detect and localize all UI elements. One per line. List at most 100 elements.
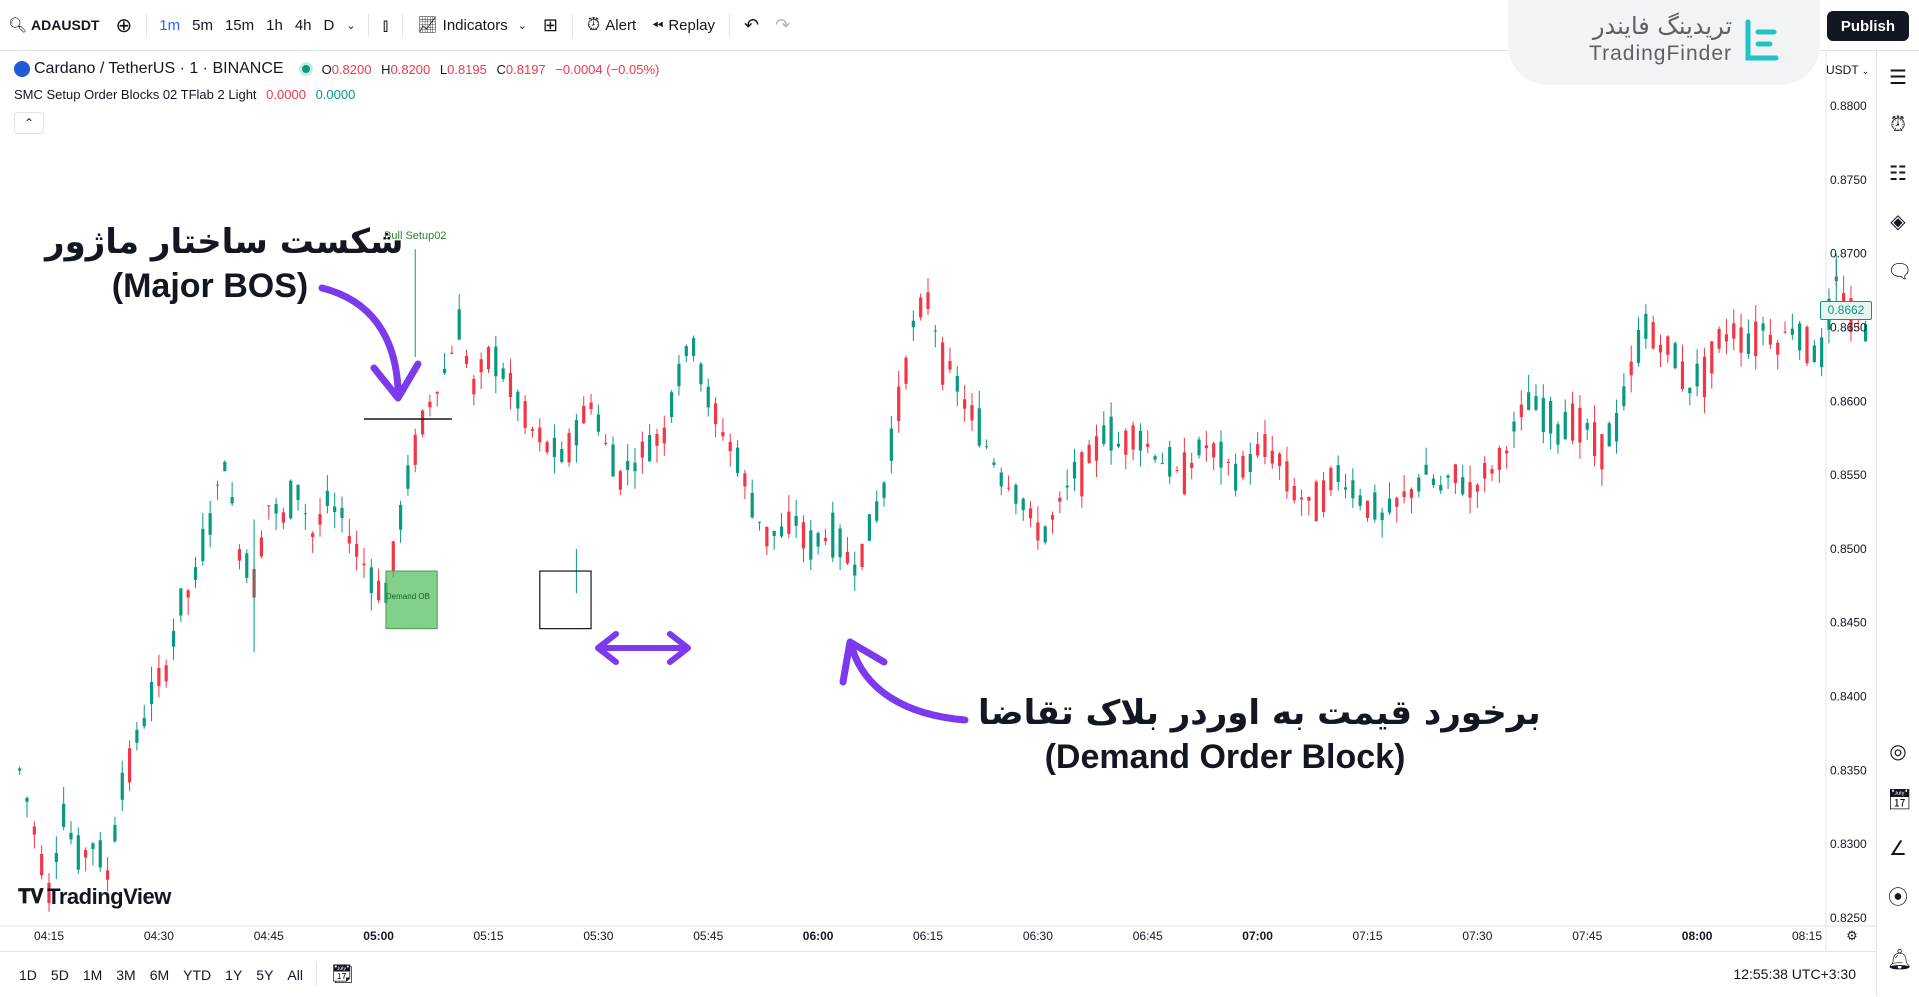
indicator-value-2: 0.0000 [315, 87, 356, 102]
chevron-down-icon[interactable]: ⌄ [346, 19, 356, 32]
candle [1636, 316, 1641, 367]
candle [611, 436, 615, 477]
indicator-name: SMC Setup Order Blocks 02 TFlab 2 Light [14, 87, 257, 102]
legend-title[interactable]: Cardano / TetherUS · 1 · BINANCE [34, 60, 284, 77]
candle [779, 512, 784, 538]
candle [106, 856, 110, 892]
grid-icon: ⊞ [542, 14, 559, 35]
candle [794, 499, 798, 539]
range-5Y[interactable]: 5Y [256, 966, 274, 983]
currency-selector[interactable]: USDT ⌄ [1826, 63, 1869, 77]
indicator-legend[interactable]: SMC Setup Order Blocks 02 TFlab 2 Light … [14, 87, 355, 102]
interval-1m[interactable]: 1m [159, 16, 181, 34]
time-tick-label: 07:45 [1572, 929, 1602, 943]
candle [765, 526, 769, 556]
candle [845, 537, 850, 566]
candle [1365, 500, 1370, 522]
interval-15m[interactable]: 15m [224, 16, 255, 34]
candle [1358, 488, 1362, 511]
candle [1549, 396, 1553, 450]
utc-clock[interactable]: 12:55:38 UTC+3:30 [1733, 966, 1856, 982]
candle [1270, 435, 1274, 469]
candle [1790, 313, 1794, 340]
watchlist-icon[interactable]: ☰ [1889, 67, 1907, 89]
symbol-search[interactable]: 🔍︎ ADAUSDT [0, 0, 108, 51]
candle [1717, 326, 1721, 354]
candle [1395, 496, 1399, 523]
time-tick-label: 06:30 [1023, 929, 1053, 943]
price-tick-label: 0.8400 [1830, 690, 1867, 704]
interval-1h[interactable]: 1h [266, 16, 283, 34]
price-chart[interactable]: Bull Setup02 Demand OB 0.8800 0.8750 0.8700… [0, 51, 1876, 951]
candle [757, 521, 762, 531]
demand-ob-box[interactable] [385, 570, 438, 630]
range-YTD[interactable]: YTD [183, 966, 212, 983]
candle [1182, 437, 1186, 496]
candles-icon: ⫾ [382, 14, 389, 35]
candle [1556, 421, 1560, 454]
settings-gear-icon[interactable]: ⚙ [1846, 928, 1858, 943]
candle [919, 293, 923, 321]
calendar-icon[interactable]: 📅︎ [1887, 789, 1913, 811]
range-3M[interactable]: 3M [116, 966, 136, 983]
candle [84, 847, 88, 872]
go-to-date-icon[interactable]: 📆︎ [330, 964, 354, 984]
candle [1006, 475, 1011, 491]
candle [1761, 316, 1765, 346]
alert-button[interactable]: ⏰︎ Alert [579, 0, 644, 51]
range-6M[interactable]: 6M [149, 966, 170, 983]
candle [1475, 482, 1479, 509]
candle [494, 336, 498, 394]
alarm-icon[interactable]: ⏰︎ [1890, 114, 1906, 136]
candle [1776, 339, 1780, 370]
object-tree-icon[interactable]: ☷ [1889, 163, 1907, 185]
interval-4h[interactable]: 4h [294, 16, 312, 34]
candle [1497, 445, 1501, 484]
chevron-down-icon: ⌄ [517, 19, 527, 32]
replay-button[interactable]: ⏪︎ Replay [644, 0, 723, 51]
candle [223, 460, 227, 472]
candle [1461, 464, 1465, 497]
chat-icon[interactable]: 🗨︎ [1887, 261, 1913, 283]
time-tick-label: 05:00 [363, 929, 394, 943]
retest-box[interactable] [539, 570, 592, 630]
currency-label: USDT [1826, 63, 1859, 77]
target-icon[interactable]: ◎ [1889, 741, 1907, 763]
tradingview-logo[interactable]: 𝐓𝐕 TradingView [18, 884, 171, 910]
broadcast-icon[interactable]: ⦿ [1888, 887, 1908, 909]
chart-type-button[interactable]: ⫾ [375, 0, 397, 51]
undo-button[interactable]: ↶ [736, 0, 767, 51]
range-1M[interactable]: 1M [82, 966, 103, 983]
trend-line-icon[interactable]: ∠ [1889, 838, 1907, 860]
range-5D[interactable]: 5D [50, 966, 69, 983]
interval-D[interactable]: D [323, 16, 335, 34]
range-1Y[interactable]: 1Y [225, 966, 243, 983]
candle [1409, 487, 1414, 514]
candle [662, 415, 666, 456]
interval-5m[interactable]: 5m [192, 16, 213, 34]
candle [289, 479, 293, 520]
indicators-button[interactable]: 📈︎ Indicators ⌄ [409, 0, 535, 51]
candle [926, 278, 930, 316]
candle [435, 390, 439, 407]
candle [1102, 411, 1106, 447]
range-All[interactable]: All [287, 966, 303, 983]
layouts-button[interactable]: ⊞ [535, 0, 566, 51]
publish-button[interactable]: Publish [1826, 11, 1909, 41]
candle [838, 524, 842, 571]
redo-button[interactable]: ↷ [767, 0, 798, 51]
compare-button[interactable]: ⊕ [108, 0, 141, 51]
layers-icon[interactable]: ◈ [1890, 211, 1906, 233]
collapse-legend-button[interactable]: ⌃ [14, 112, 44, 134]
notification-bell-icon[interactable]: 🔔︎ [1887, 949, 1913, 971]
candle [1014, 483, 1018, 515]
candle [560, 441, 564, 464]
candle [523, 395, 527, 435]
range-1D[interactable]: 1D [19, 966, 37, 983]
candle [1592, 405, 1597, 467]
candle [1864, 320, 1868, 343]
candle [362, 547, 366, 579]
time-tick-label: 07:15 [1352, 929, 1382, 943]
range-group: 1D 5D 1M 3M 6M YTD 1Y 5Y All [12, 967, 310, 983]
indicator-value-1: 0.0000 [266, 87, 306, 102]
